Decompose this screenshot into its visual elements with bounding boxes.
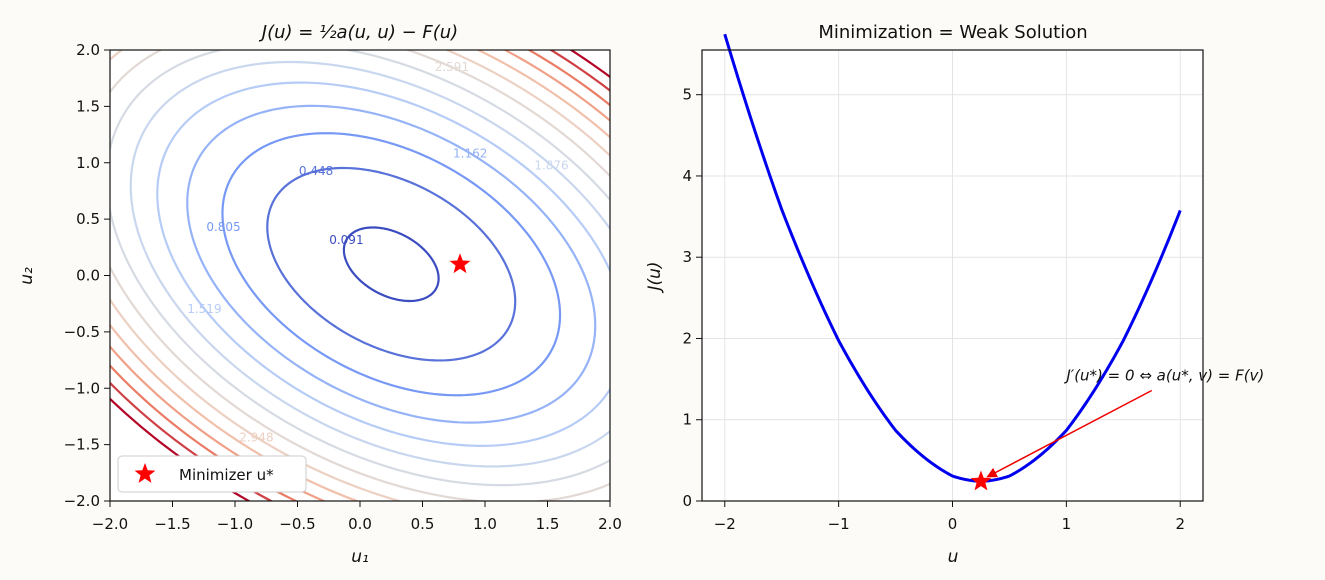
legend-label: Minimizer u* <box>179 466 274 484</box>
contour-line <box>110 50 610 501</box>
annotation-arrow <box>986 389 1153 478</box>
contour-y-ticks: −2.0 −1.5 −1.0 −0.5 0.0 0.5 1.0 1.5 2.0 <box>64 41 110 510</box>
minimizer-star-left <box>449 253 471 274</box>
y-tick-label: −1.5 <box>64 436 100 454</box>
minimizer-star <box>970 470 992 491</box>
y-tick-label: 5 <box>682 86 692 104</box>
contour-line <box>129 60 610 468</box>
contour-level-label: 0.448 <box>299 164 333 178</box>
y-tick-label: −1.0 <box>64 379 100 397</box>
x-tick-label: 1.0 <box>473 515 497 533</box>
x-tick-label: 1.5 <box>536 515 560 533</box>
x-tick-label: −0.5 <box>279 515 315 533</box>
contour-title: J(u) = ½a(u, u) − F(u) <box>259 22 458 43</box>
x-tick-label: 0.0 <box>348 515 372 533</box>
contour-line <box>221 132 562 397</box>
contour-labels: 0.091 0.448 0.805 1.162 1.519 1.876 2.591 2.948 <box>187 60 568 444</box>
line-y-ticks: 0 1 2 3 4 5 <box>682 86 702 510</box>
contour-line <box>186 104 597 424</box>
y-tick-label: 4 <box>682 167 692 185</box>
contour-line <box>110 50 610 501</box>
x-tick-label: −2.0 <box>92 515 128 533</box>
contour-ylabel: u₂ <box>17 267 37 285</box>
y-tick-label: 0 <box>682 492 692 510</box>
line-ylabel: J(u) <box>645 261 665 293</box>
contour-level-label: 1.876 <box>534 158 568 172</box>
annotation-text: J′(u*) = 0 ⇔ a(u*, v) = F(v) <box>1063 367 1264 385</box>
contour-xlabel: u₁ <box>351 547 369 567</box>
energy-curve <box>723 33 1182 483</box>
x-tick-label: −1 <box>828 515 850 533</box>
x-tick-label: −2 <box>714 515 736 533</box>
x-tick-label: −1.5 <box>154 515 190 533</box>
y-tick-label: −2.0 <box>64 492 100 510</box>
x-tick-label: 1 <box>1062 515 1072 533</box>
x-tick-label: 0.5 <box>411 515 435 533</box>
legend-star-icon <box>134 463 156 483</box>
y-tick-label: −0.5 <box>64 323 100 341</box>
x-tick-label: 2 <box>1175 515 1185 533</box>
x-tick-label: 2.0 <box>598 515 622 533</box>
contour-panel: 0.091 0.448 0.805 1.162 1.519 1.876 2.591 2.948… <box>17 22 622 567</box>
y-tick-label: 1.0 <box>76 154 100 172</box>
y-tick-label: 3 <box>682 248 692 266</box>
y-tick-label: 0.5 <box>76 210 100 228</box>
contour-line <box>110 50 610 487</box>
contour-lines <box>110 50 610 501</box>
contour-line <box>156 81 610 447</box>
y-tick-label: 2.0 <box>76 41 100 59</box>
line-xlabel: u <box>948 547 959 567</box>
contour-level-label: 1.162 <box>453 146 487 160</box>
contour-line <box>110 50 610 501</box>
contour-line <box>342 226 440 303</box>
legend-box <box>117 455 307 493</box>
y-tick-label: 1 <box>682 411 692 429</box>
line-title: Minimization = Weak Solution <box>818 22 1087 43</box>
contour-level-label: 0.091 <box>329 233 363 247</box>
contour-line <box>266 166 517 362</box>
contour-x-ticks: −2.0 −1.5 −1.0 −0.5 0.0 0.5 1.0 1.5 2.0 <box>92 501 622 533</box>
y-tick-label: 2 <box>682 329 692 347</box>
line-panel: J′(u*) = 0 ⇔ a(u*, v) = F(v) −2 −1 0 1 2 0 1 2… <box>645 22 1264 567</box>
y-tick-label: 1.5 <box>76 97 100 115</box>
contour-level-label: 2.948 <box>239 430 273 444</box>
line-x-ticks: −2 −1 0 1 2 <box>714 501 1185 533</box>
minimizer-star-right <box>970 470 992 491</box>
legend-star <box>134 463 156 483</box>
x-tick-label: −1.0 <box>217 515 253 533</box>
contour-legend: Minimizer u* <box>117 455 307 493</box>
contour-level-label: 2.591 <box>435 60 469 74</box>
x-tick-label: 0 <box>948 515 958 533</box>
contour-level-label: 0.805 <box>206 220 240 234</box>
minimizer-star <box>449 253 471 274</box>
contour-level-label: 1.519 <box>187 302 221 316</box>
y-tick-label: 0.0 <box>76 267 100 285</box>
